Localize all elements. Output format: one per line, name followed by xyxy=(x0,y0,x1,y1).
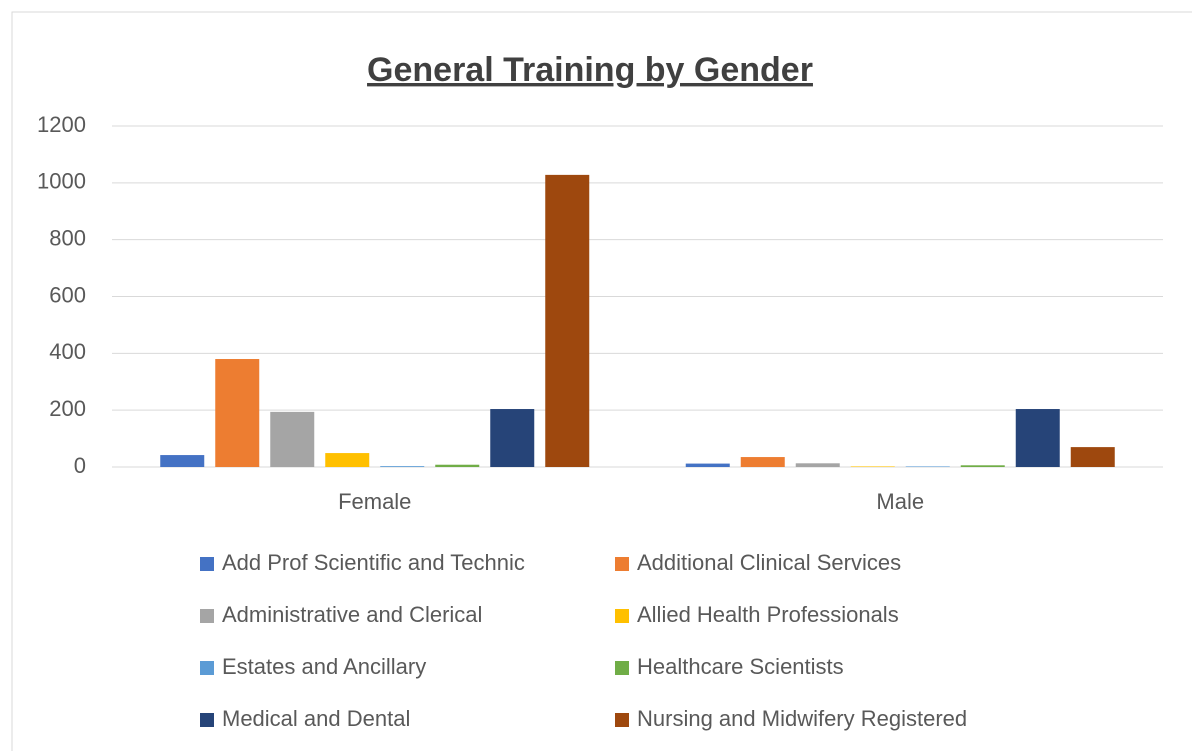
bar xyxy=(160,455,205,467)
bar xyxy=(795,463,840,467)
bar xyxy=(850,466,895,467)
bar xyxy=(685,463,730,467)
bar xyxy=(960,465,1005,467)
legend-label: Additional Clinical Services xyxy=(637,550,901,575)
bar xyxy=(270,411,315,467)
legend-swatch xyxy=(615,661,629,675)
bar xyxy=(325,453,370,467)
legend-label: Allied Health Professionals xyxy=(637,602,899,627)
legend-swatch xyxy=(200,713,214,727)
legend-label: Add Prof Scientific and Technic xyxy=(222,550,525,575)
legend-label: Healthcare Scientists xyxy=(637,654,844,679)
x-tick-label: Female xyxy=(338,489,411,514)
bar xyxy=(490,409,535,467)
legend-label: Estates and Ancillary xyxy=(222,654,426,679)
bar xyxy=(1070,447,1115,467)
legend-swatch xyxy=(615,609,629,623)
bar xyxy=(215,359,260,467)
chart-title: General Training by Gender xyxy=(367,51,813,89)
x-tick-label: Male xyxy=(876,489,924,514)
legend-swatch xyxy=(200,661,214,675)
y-tick-label: 600 xyxy=(49,282,86,307)
bar xyxy=(905,466,950,467)
y-tick-label: 1000 xyxy=(37,169,86,194)
legend-swatch xyxy=(200,557,214,571)
legend-label: Administrative and Clerical xyxy=(222,602,482,627)
legend-label: Nursing and Midwifery Registered xyxy=(637,706,967,731)
y-tick-label: 0 xyxy=(74,453,86,478)
legend-swatch xyxy=(615,713,629,727)
bar xyxy=(740,457,785,467)
bar xyxy=(545,174,590,468)
legend-swatch xyxy=(200,609,214,623)
bar xyxy=(1015,409,1060,467)
y-tick-label: 800 xyxy=(49,225,86,250)
y-tick-label: 400 xyxy=(49,339,86,364)
y-tick-label: 200 xyxy=(49,396,86,421)
legend-swatch xyxy=(615,557,629,571)
y-tick-label: 1200 xyxy=(37,112,86,137)
legend-label: Medical and Dental xyxy=(222,706,410,731)
chart-border xyxy=(11,11,1192,756)
bar xyxy=(380,466,425,467)
bar xyxy=(435,464,480,467)
